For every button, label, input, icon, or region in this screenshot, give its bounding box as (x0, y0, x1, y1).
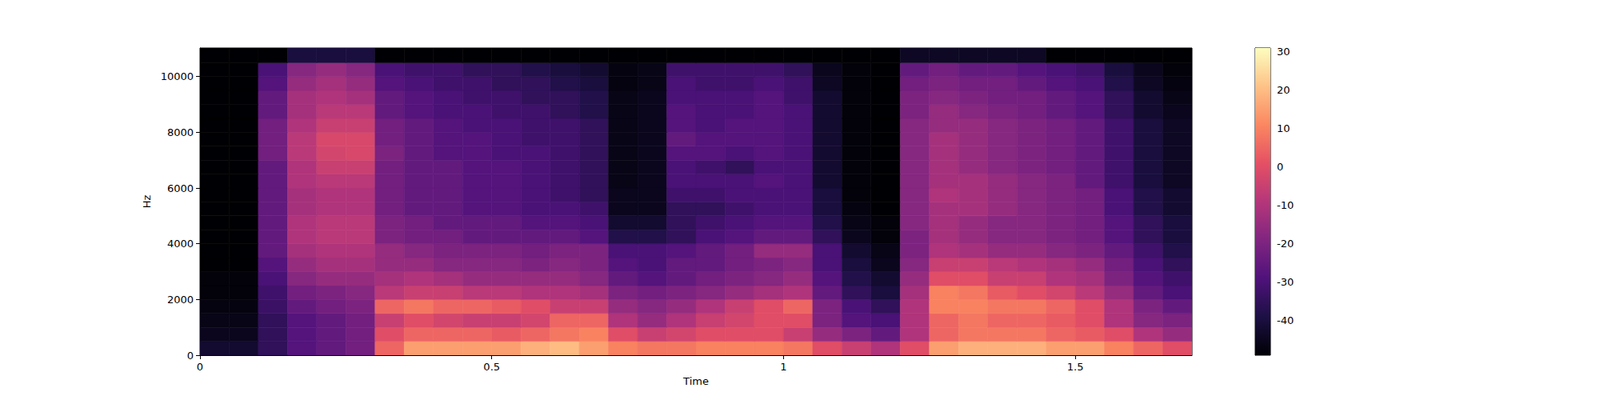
svg-text:1.5: 1.5 (1067, 360, 1084, 373)
svg-text:10000: 10000 (160, 70, 194, 83)
svg-text:20: 20 (1276, 84, 1291, 96)
svg-text:-10: -10 (1276, 199, 1294, 212)
svg-text:4000: 4000 (167, 237, 194, 250)
svg-text:10: 10 (1276, 122, 1291, 135)
svg-text:6000: 6000 (167, 182, 194, 195)
svg-text:0: 0 (187, 349, 194, 362)
svg-text:Hz: Hz (140, 195, 153, 209)
svg-text:1: 1 (780, 360, 787, 373)
svg-text:-30: -30 (1276, 276, 1294, 288)
svg-text:30: 30 (1276, 45, 1291, 58)
svg-text:Time: Time (682, 375, 709, 388)
svg-text:-20: -20 (1276, 237, 1294, 250)
svg-text:2000: 2000 (167, 293, 194, 306)
svg-text:0: 0 (1276, 160, 1284, 173)
svg-text:0: 0 (196, 360, 204, 373)
svg-text:8000: 8000 (167, 126, 194, 139)
svg-text:-40: -40 (1276, 314, 1294, 327)
svg-text:0.5: 0.5 (483, 360, 500, 373)
